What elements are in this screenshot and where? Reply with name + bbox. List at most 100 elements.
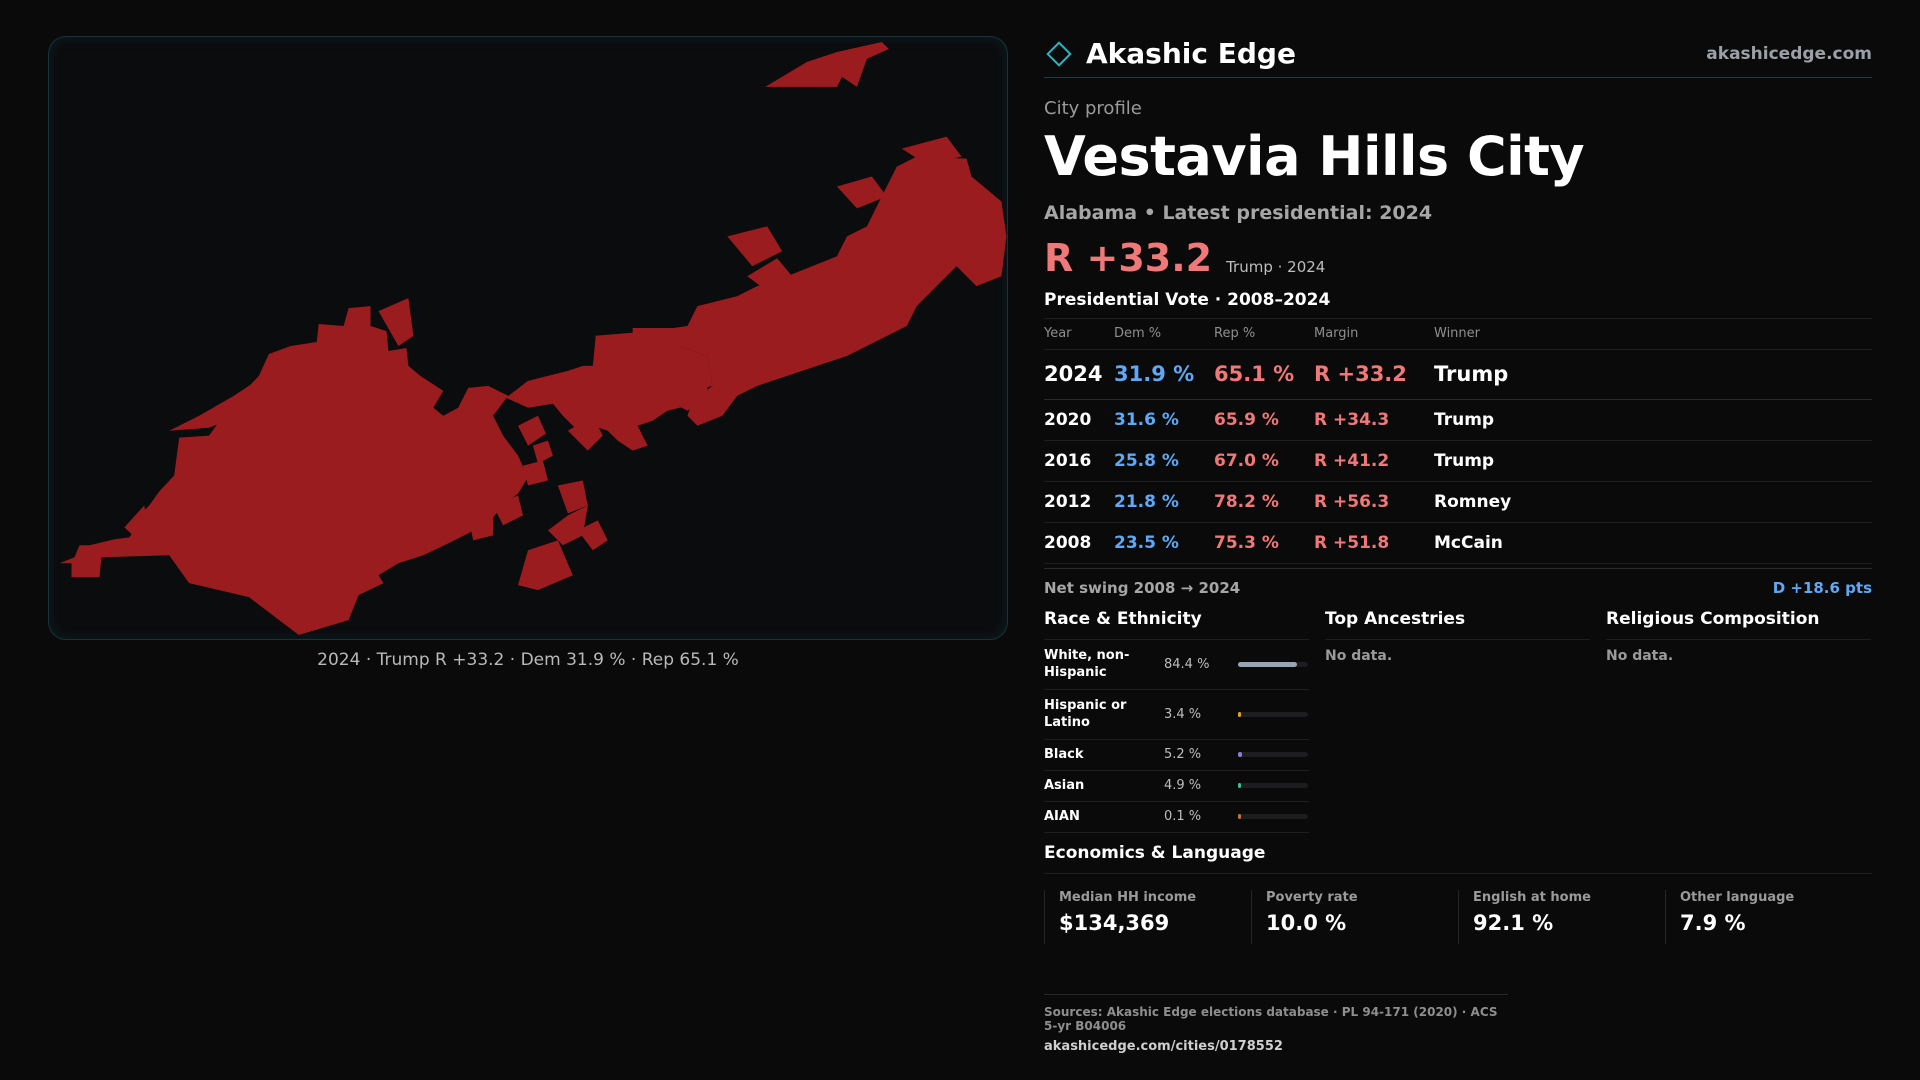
page-subtitle: Alabama • Latest presidential: 2024 (1044, 202, 1433, 224)
vote-row: 2016 25.8 % 67.0 % R +41.2 Trump (1044, 440, 1872, 482)
race-row: AIAN 0.1 % (1044, 802, 1309, 833)
race-value: 0.1 % (1164, 809, 1202, 824)
vote-rep: 78.2 % (1214, 481, 1314, 523)
vote-table: Year Dem % Rep % Margin Winner 2024 31.9… (1044, 319, 1872, 564)
race-label: AIAN (1044, 809, 1080, 824)
net-swing-value: D +18.6 pts (1772, 578, 1872, 597)
race-label: White, non-Hispanic (1044, 648, 1130, 680)
race-value: 5.2 % (1164, 747, 1202, 762)
economics-title: Economics & Language (1044, 843, 1872, 874)
page-title: Vestavia Hills City (1044, 125, 1585, 188)
vote-dem: 21.8 % (1114, 481, 1214, 523)
race-bar-fill (1238, 752, 1242, 757)
vote-winner: Romney (1434, 481, 1872, 523)
col-dem: Dem % (1114, 319, 1214, 350)
vote-year: 2024 (1044, 349, 1114, 400)
vote-year: 2008 (1044, 522, 1114, 564)
race-bar (1238, 814, 1308, 819)
stat-value: 10.0 % (1266, 910, 1347, 935)
latest-margin-value: R +33.2 (1044, 236, 1213, 280)
site-link[interactable]: akashicedge.com (1706, 43, 1872, 64)
page-url-link[interactable]: akashicedge.com/cities/0178552 (1044, 1039, 1283, 1054)
race-section: Race & Ethnicity White, non-Hispanic 84.… (1044, 609, 1309, 833)
demographics: Race & Ethnicity White, non-Hispanic 84.… (1044, 609, 1872, 833)
ancestry-section: Top Ancestries No data. (1325, 609, 1590, 833)
latest-margin: R +33.2 Trump · 2024 (1044, 236, 1872, 280)
net-swing-label: Net swing 2008 → 2024 (1044, 578, 1241, 597)
race-bar (1238, 752, 1308, 757)
stat-label: English at home (1473, 889, 1591, 905)
vote-dem: 31.9 % (1114, 349, 1214, 400)
profile-type: City profile (1044, 98, 1142, 119)
col-rep: Rep % (1214, 319, 1314, 350)
brand[interactable]: Akashic Edge (1044, 37, 1296, 70)
stat-label: Poverty rate (1266, 889, 1358, 905)
vote-year: 2020 (1044, 399, 1114, 441)
religion-section: Religious Composition No data. (1606, 609, 1871, 833)
vote-table-header: Year Dem % Rep % Margin Winner (1044, 319, 1872, 350)
race-value: 3.4 % (1164, 706, 1202, 722)
race-bar-fill (1238, 711, 1241, 717)
race-value: 84.4 % (1164, 656, 1210, 672)
col-winner: Winner (1434, 319, 1872, 350)
race-label: Black (1044, 747, 1084, 762)
vote-margin: R +33.2 (1314, 349, 1434, 400)
vote-dem: 31.6 % (1114, 399, 1214, 441)
vote-dem: 23.5 % (1114, 522, 1214, 564)
vote-row: 2020 31.6 % 65.9 % R +34.3 Trump (1044, 399, 1872, 441)
vote-margin: R +51.8 (1314, 522, 1434, 564)
race-bar (1238, 661, 1308, 667)
stat-label: Other language (1680, 889, 1795, 905)
vote-row: 2012 21.8 % 78.2 % R +56.3 Romney (1044, 481, 1872, 523)
religion-title: Religious Composition (1606, 609, 1871, 640)
stat-poverty-rate: Poverty rate 10.0 % (1251, 889, 1458, 944)
city-map[interactable] (48, 36, 1008, 640)
vote-dem: 25.8 % (1114, 440, 1214, 482)
stat-value: 7.9 % (1680, 910, 1746, 935)
race-bar-fill (1238, 783, 1242, 788)
stat-other-language: Other language 7.9 % (1665, 889, 1872, 944)
vote-rep: 75.3 % (1214, 522, 1314, 564)
race-bar (1238, 711, 1308, 717)
vote-row: 2008 23.5 % 75.3 % R +51.8 McCain (1044, 522, 1872, 564)
stat-english-at-home: English at home 92.1 % (1458, 889, 1665, 944)
vote-row: 2024 31.9 % 65.1 % R +33.2 Trump (1044, 349, 1872, 400)
city-boundary-shape (59, 41, 1007, 636)
race-row: White, non-Hispanic 84.4 % (1044, 640, 1309, 690)
vote-margin: R +56.3 (1314, 481, 1434, 523)
col-year: Year (1044, 319, 1114, 350)
header: Akashic Edge akashicedge.com (1044, 30, 1872, 78)
vote-winner: Trump (1434, 440, 1872, 482)
race-bar-fill (1238, 661, 1298, 667)
vote-winner: Trump (1434, 349, 1872, 400)
vote-winner: McCain (1434, 522, 1872, 564)
religion-empty: No data. (1606, 647, 1674, 664)
stat-value: $134,369 (1059, 910, 1170, 935)
race-title: Race & Ethnicity (1044, 609, 1309, 640)
vote-margin: R +41.2 (1314, 440, 1434, 482)
vote-margin: R +34.3 (1314, 399, 1434, 441)
stat-value: 92.1 % (1473, 910, 1554, 935)
ancestry-empty: No data. (1325, 647, 1393, 664)
race-row: Black 5.2 % (1044, 740, 1309, 771)
race-label: Asian (1044, 778, 1085, 793)
ancestry-title: Top Ancestries (1325, 609, 1590, 640)
race-row: Asian 4.9 % (1044, 771, 1309, 802)
net-swing: Net swing 2008 → 2024 D +18.6 pts (1044, 567, 1872, 597)
diamond-logo-icon (1046, 40, 1072, 67)
stat-label: Median HH income (1059, 889, 1197, 905)
brand-name: Akashic Edge (1086, 37, 1296, 70)
sources-text: Sources: Akashic Edge elections database… (1044, 1005, 1498, 1033)
stat-median-income: Median HH income $134,369 (1044, 889, 1251, 944)
vote-section-title: Presidential Vote · 2008–2024 (1044, 290, 1872, 319)
vote-year: 2012 (1044, 481, 1114, 523)
vote-year: 2016 (1044, 440, 1114, 482)
city-boundary-map (59, 41, 1007, 636)
race-bar-fill (1238, 814, 1241, 819)
race-row: Hispanic or Latino 3.4 % (1044, 690, 1309, 740)
latest-margin-note: Trump · 2024 (1226, 258, 1326, 276)
profile-panel: Akashic Edge akashicedge.com City profil… (1044, 30, 1872, 944)
vote-rep: 65.1 % (1214, 349, 1314, 400)
race-value: 4.9 % (1164, 778, 1202, 793)
economics-stats: Median HH income $134,369 Poverty rate 1… (1044, 889, 1872, 944)
